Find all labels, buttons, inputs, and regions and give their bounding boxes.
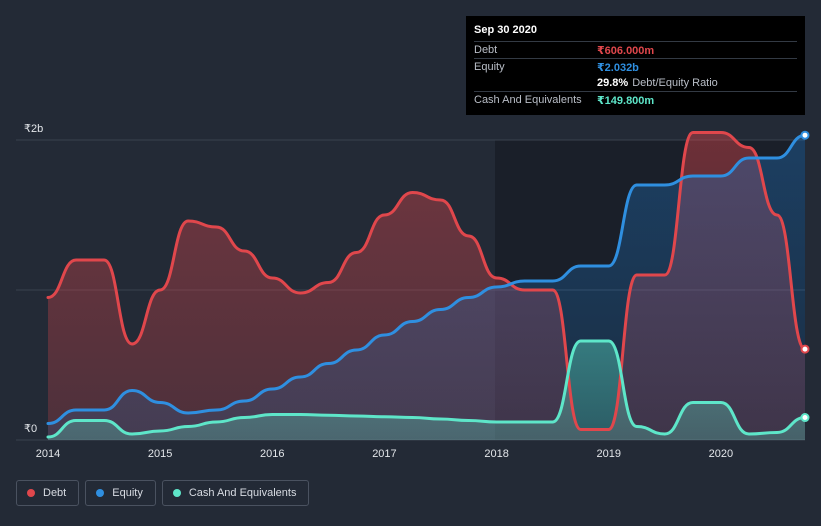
cash-dot-icon (172, 489, 181, 497)
x-tick-label-2017: 2017 (372, 448, 396, 460)
tooltip-cash-row: Cash And Equivalents ₹149.800m (474, 91, 797, 108)
tooltip-date: Sep 30 2020 (474, 24, 537, 36)
x-tick-label-2016: 2016 (260, 448, 284, 460)
y-tick-label-zero: ₹0 (24, 423, 37, 435)
debt-line (46, 130, 807, 431)
legend-item-debt[interactable]: Debt (16, 480, 80, 506)
y-tick-label-top: ₹2b (24, 123, 43, 135)
series-lines (46, 130, 807, 439)
tooltip-equity-value: ₹2.032b (597, 61, 639, 74)
series-areas (48, 132, 805, 440)
axis-labels: ₹2b ₹0 2014 2015 2016 2017 2018 2019 2020 (24, 123, 733, 460)
legend-cash-label: Cash And Equivalents (188, 487, 297, 499)
x-tick-label-2015: 2015 (148, 448, 172, 460)
legend-item-equity[interactable]: Equity (85, 480, 156, 506)
tooltip-ratio-label: Debt/Equity Ratio (632, 77, 718, 89)
equity-end-marker (800, 130, 810, 140)
tooltip-equity-label: Equity (474, 61, 505, 73)
tooltip-cash-value: ₹149.800m (597, 94, 655, 107)
cash-end-marker (800, 413, 810, 423)
end-markers (800, 130, 810, 423)
debt-end-marker (800, 344, 810, 354)
debt-area (48, 132, 805, 440)
tooltip-equity-row: Equity ₹2.032b (474, 58, 797, 75)
legend-item-cash[interactable]: Cash And Equivalents (161, 480, 310, 506)
equity-line (46, 133, 807, 425)
chart-legend: Debt Equity Cash And Equivalents (16, 480, 310, 506)
legend-debt-label: Debt (43, 487, 67, 499)
tooltip-ratio-value: 29.8% (597, 77, 629, 89)
data-tooltip: Sep 30 2020 Debt ₹606.000m Equity ₹2.032… (466, 16, 805, 115)
x-tick-label-2018: 2018 (484, 448, 508, 460)
legend-equity-label: Equity (112, 487, 143, 499)
cash-line (46, 339, 807, 439)
x-tick-label-2020: 2020 (709, 448, 733, 460)
tooltip-ratio-row: 29.8% Debt/Equity Ratio (474, 75, 797, 91)
tooltip-debt-row: Debt ₹606.000m (474, 41, 797, 58)
equity-dot-icon (96, 489, 105, 497)
tooltip-cash-label: Cash And Equivalents (474, 94, 582, 106)
x-tick-label-2014: 2014 (36, 448, 60, 460)
x-tick-label-2019: 2019 (596, 448, 620, 460)
tooltip-debt-value: ₹606.000m (597, 44, 655, 57)
tooltip-debt-label: Debt (474, 44, 498, 56)
debt-dot-icon (27, 489, 35, 497)
